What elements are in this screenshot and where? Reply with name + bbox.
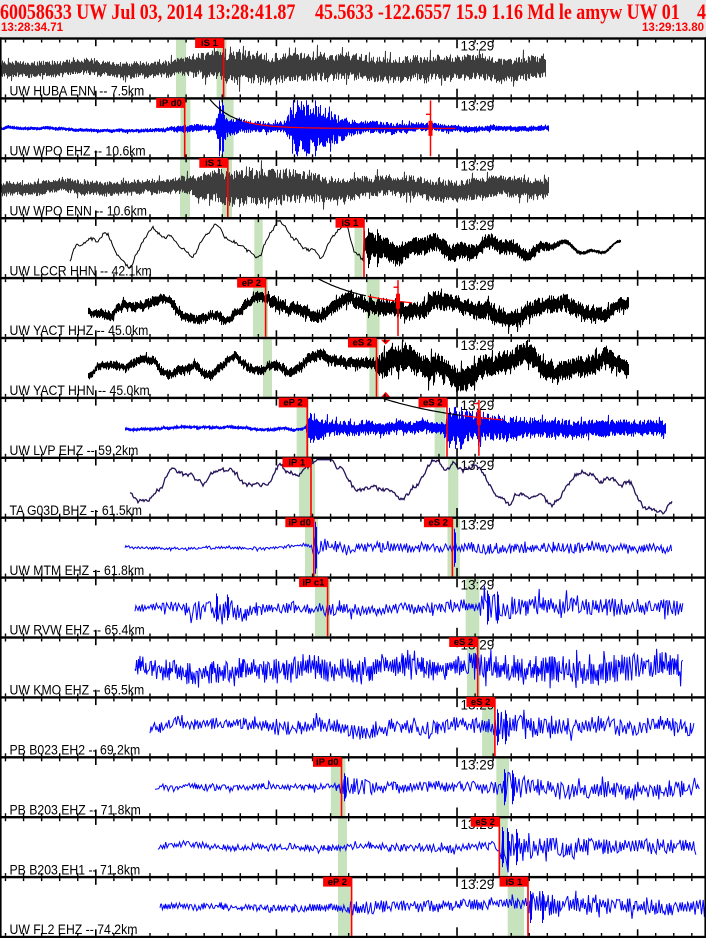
svg-text:PB B203 EH1 -- 71.8km: PB B203 EH1 -- 71.8km [10,862,141,877]
svg-text:UW LVP EHZ -- 59.2km: UW LVP EHZ -- 59.2km [10,443,139,458]
svg-text:UW YACT HHZ -- 45.0km: UW YACT HHZ -- 45.0km [10,323,149,338]
svg-text:eS 2: eS 2 [423,398,443,409]
svg-text:iP d0: iP d0 [316,757,339,768]
svg-text:iP c1: iP c1 [302,577,325,588]
svg-text:iS 1: iS 1 [205,158,223,169]
svg-text:PB B023 EH2 -- 69.2km: PB B023 EH2 -- 69.2km [10,743,141,758]
svg-text:UW KMO EHZ -- 65.5km: UW KMO EHZ -- 65.5km [10,683,145,698]
svg-text:PB B203 EHZ -- 71.8km: PB B203 EHZ -- 71.8km [10,802,141,817]
svg-text:UW MTM EHZ -- 61.8km: UW MTM EHZ -- 61.8km [10,563,145,578]
svg-text:13:29: 13:29 [461,398,495,413]
svg-text:UW FL2 EHZ -- 74.2km: UW FL2 EHZ -- 74.2km [10,922,138,937]
svg-text:UW LCCR HHN -- 42.1km: UW LCCR HHN -- 42.1km [10,263,152,278]
svg-text:eP 2: eP 2 [328,877,347,888]
svg-text:eS 2: eS 2 [475,817,495,828]
svg-text:13:29: 13:29 [461,278,495,293]
svg-text:eS 2: eS 2 [471,697,491,708]
svg-text:13:29: 13:29 [461,158,495,173]
svg-text:UW WPO EHZ -- 10.6km: UW WPO EHZ -- 10.6km [10,144,146,159]
svg-text:13:29: 13:29 [461,39,495,54]
svg-text:UW RVW EHZ -- 65.4km: UW RVW EHZ -- 65.4km [10,623,145,638]
svg-text:eP 2: eP 2 [283,398,302,409]
svg-text:UW YACT HHN -- 45.0km: UW YACT HHN -- 45.0km [10,383,150,398]
svg-text:13:29: 13:29 [461,877,495,892]
svg-text:eP 2: eP 2 [242,278,261,289]
svg-text:iP d0: iP d0 [288,517,311,528]
svg-text:UW WPO ENN -- 10.6km: UW WPO ENN -- 10.6km [10,203,147,218]
svg-text:13:29: 13:29 [461,458,495,473]
svg-text:iS 1: iS 1 [341,218,359,229]
svg-text:eS 2: eS 2 [353,338,373,349]
svg-text:iS 1: iS 1 [201,38,219,49]
svg-text:TA G03D BHZ -- 61.5km: TA G03D BHZ -- 61.5km [10,503,143,518]
svg-text:13:29: 13:29 [461,518,495,533]
svg-text:eS 2: eS 2 [454,637,474,648]
svg-text:13:29: 13:29 [461,98,495,113]
svg-text:iP 1: iP 1 [288,458,305,469]
svg-text:iS 1: iS 1 [505,877,523,888]
svg-text:iP d0: iP d0 [159,98,182,109]
svg-text:13:29: 13:29 [461,757,495,772]
svg-text:13:29: 13:29 [461,338,495,353]
svg-text:eS 2: eS 2 [428,517,448,528]
svg-text:13:29: 13:29 [461,218,495,233]
svg-text:UW HUBA ENN -- 7.5km: UW HUBA ENN -- 7.5km [10,84,145,99]
svg-text:13:29: 13:29 [461,578,495,593]
